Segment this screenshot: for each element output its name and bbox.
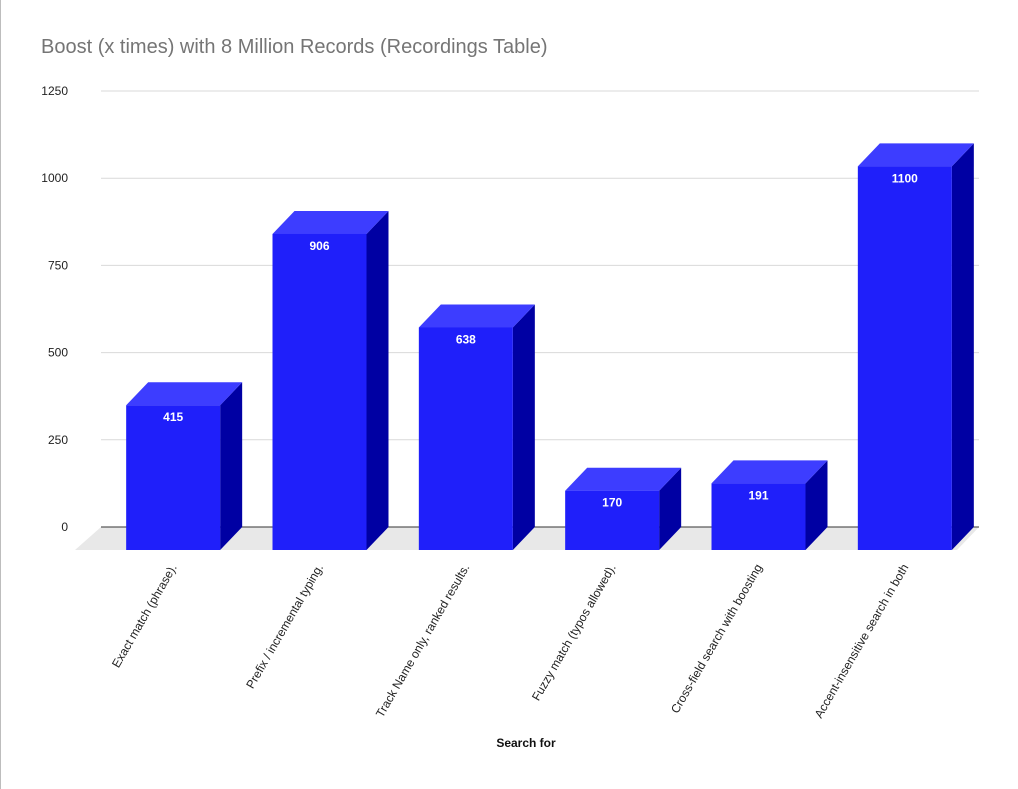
bar-top-face bbox=[418, 304, 535, 328]
bar-side-face bbox=[805, 460, 828, 550]
y-tick-label-0: 0 bbox=[61, 520, 68, 534]
bar-front-face bbox=[126, 405, 221, 550]
bar-3: 638 bbox=[418, 304, 535, 550]
y-axis-ticks: 0 250 500 750 1000 1250 bbox=[41, 84, 68, 534]
bar-side-face bbox=[659, 467, 682, 550]
x-axis-title: Search for bbox=[496, 736, 556, 750]
category-label-3: Track Name only, ranked results. bbox=[373, 562, 472, 720]
value-label-2: 906 bbox=[309, 239, 329, 253]
bar-top-face bbox=[565, 467, 682, 491]
bar-front-face bbox=[418, 327, 513, 550]
value-label-3: 638 bbox=[456, 332, 476, 346]
value-label-1: 415 bbox=[163, 410, 183, 424]
bar-6: 1100 bbox=[857, 143, 974, 550]
bar-side-face bbox=[220, 382, 243, 550]
bar-top-face bbox=[711, 460, 828, 484]
chart-title: Boost (x times) with 8 Million Records (… bbox=[41, 36, 548, 58]
value-label-5: 191 bbox=[748, 488, 768, 502]
category-label-6: Accent-insensitive search in both bbox=[812, 561, 912, 720]
category-label-1: Exact match (phrase). bbox=[109, 562, 180, 671]
y-tick-label-1250: 1250 bbox=[41, 84, 68, 98]
bar-front-face bbox=[857, 166, 952, 550]
bar-top-face bbox=[126, 382, 243, 406]
bars: 415 906 638 170 191 1100 bbox=[126, 143, 974, 551]
bar-top-face bbox=[272, 210, 389, 234]
category-label-4: Fuzzy match (typos allowed). bbox=[529, 562, 619, 704]
bar-4: 170 bbox=[565, 467, 682, 550]
y-tick-label-250: 250 bbox=[48, 433, 68, 447]
bar-top-face bbox=[857, 143, 974, 167]
gridlines bbox=[101, 90, 979, 528]
y-tick-label-500: 500 bbox=[48, 346, 68, 360]
bar-1: 415 bbox=[126, 382, 243, 550]
x-axis-categories: Exact match (phrase). Prefix / incrementa… bbox=[109, 561, 911, 720]
bar-side-face bbox=[512, 304, 535, 550]
y-tick-label-1000: 1000 bbox=[41, 171, 68, 185]
value-label-4: 170 bbox=[602, 496, 622, 510]
value-label-6: 1100 bbox=[892, 171, 918, 185]
bar-front-face bbox=[272, 233, 367, 551]
bar-5: 191 bbox=[711, 460, 828, 550]
bar-front-face bbox=[565, 490, 660, 550]
bar-2: 906 bbox=[272, 210, 389, 551]
bar-side-face bbox=[366, 210, 389, 551]
category-label-5: Cross-field search with boosting bbox=[668, 562, 765, 716]
y-tick-label-750: 750 bbox=[48, 258, 68, 272]
category-label-2: Prefix / incremental typing. bbox=[243, 562, 326, 691]
bar-side-face bbox=[951, 143, 974, 550]
bar-front-face bbox=[711, 483, 806, 550]
